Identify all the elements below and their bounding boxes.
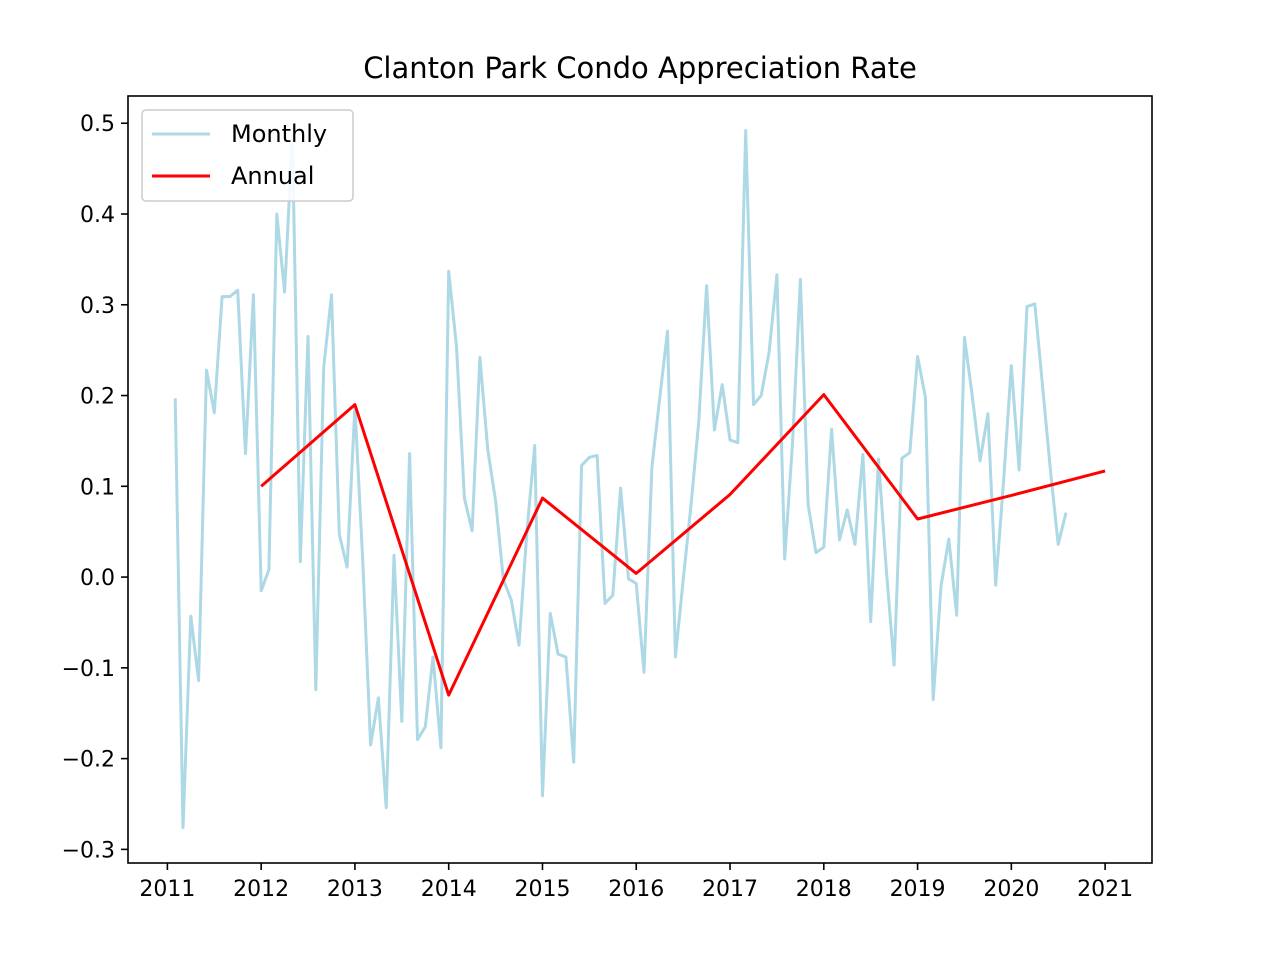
y-tick-label: 0.2 — [80, 385, 115, 410]
legend-label-annual: Annual — [231, 162, 314, 190]
x-tick-label: 2017 — [702, 877, 758, 902]
x-tick-label: 2011 — [139, 877, 195, 902]
legend: Monthly Annual — [141, 109, 354, 202]
x-tick-label: 2018 — [796, 877, 852, 902]
y-tick-label: −0.2 — [62, 748, 115, 773]
y-tick-label: 0.5 — [80, 112, 115, 137]
x-tick-label: 2012 — [233, 877, 289, 902]
x-tick-label: 2015 — [514, 877, 570, 902]
x-tick-label: 2014 — [421, 877, 477, 902]
y-tick-label: 0.0 — [80, 566, 115, 591]
y-tick-label: −0.1 — [62, 657, 115, 682]
x-tick-label: 2013 — [327, 877, 383, 902]
x-tick-label: 2016 — [608, 877, 664, 902]
x-tick-label: 2020 — [983, 877, 1039, 902]
y-tick-label: 0.4 — [80, 203, 115, 228]
x-tick-label: 2021 — [1077, 877, 1133, 902]
plot-frame — [127, 95, 1153, 864]
y-tick-label: 0.1 — [80, 475, 115, 500]
x-axis: 2011 2012 2013 2014 2015 2016 2017 2018 2019 2020… — [139, 863, 1133, 902]
legend-label-monthly: Monthly — [231, 120, 327, 148]
series-line-monthly — [173, 129, 1068, 830]
y-tick-label: 0.3 — [80, 294, 115, 319]
chart-title: Clanton Park Condo Appreciation Rate — [363, 51, 917, 85]
y-axis: −0.3 −0.2 −0.1 0.0 0.1 0.2 0.3 0.4 0.5 — [62, 112, 128, 863]
y-tick-label: −0.3 — [62, 838, 115, 863]
x-tick-label: 2019 — [890, 877, 946, 902]
plot-area — [173, 129, 1106, 830]
series-line-annual — [260, 393, 1106, 697]
